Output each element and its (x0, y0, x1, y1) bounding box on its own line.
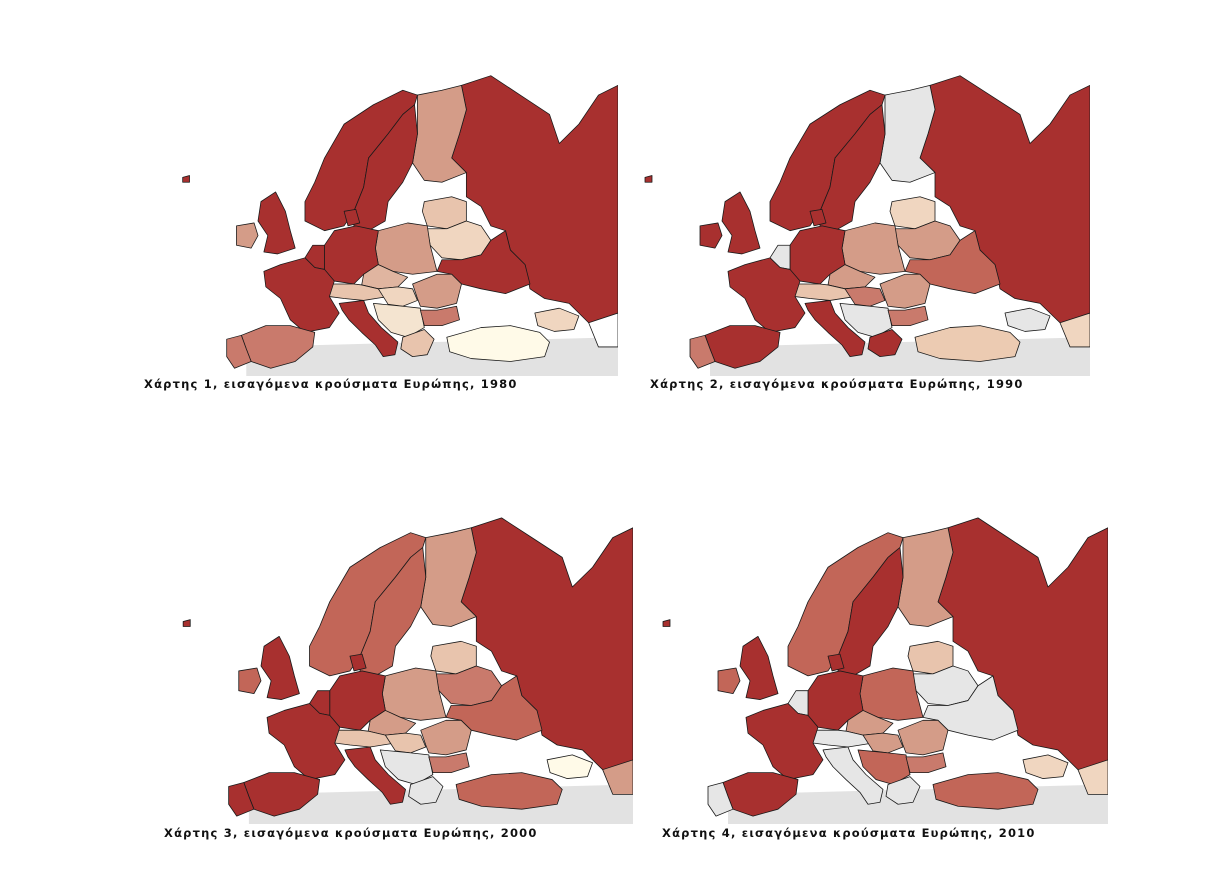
country-kazakh-edge (602, 759, 633, 795)
map-caption-3: Χάρτης 3, εισαγόμενα κρούσματα Ευρώπης, … (164, 826, 538, 840)
country-denmark (827, 653, 845, 672)
country-italy (338, 300, 399, 358)
country-romania (879, 273, 931, 309)
country-russia (937, 517, 1108, 776)
country-caucasus (1022, 754, 1069, 779)
country-caucasus (546, 754, 593, 779)
country-portugal (689, 334, 716, 369)
country-iceland-dot (662, 619, 671, 627)
europe-map-2 (644, 75, 1090, 376)
country-denmark (343, 208, 361, 227)
country-poland (841, 222, 906, 275)
country-france (745, 703, 824, 780)
country-sweden (353, 104, 418, 232)
country-finland (879, 84, 936, 183)
map-panel-2: Χάρτης 2, εισαγόμενα κρούσματα Ευρώπης, … (630, 66, 1090, 394)
country-france (263, 257, 340, 333)
country-hungary (844, 286, 886, 307)
country-portugal (707, 782, 734, 817)
europe-map-3 (182, 517, 633, 824)
country-uk (739, 635, 779, 700)
country-poland (375, 222, 438, 275)
country-greece (867, 329, 903, 358)
country-turkey (914, 325, 1021, 362)
country-iceland-dot (644, 175, 653, 183)
country-russia (451, 75, 618, 328)
country-france (727, 257, 806, 333)
country-hungary (377, 286, 418, 307)
country-bulgaria (905, 752, 947, 774)
country-turkey (932, 772, 1039, 810)
country-iceland-dot (182, 175, 190, 183)
country-uk (721, 191, 761, 255)
country-russia (919, 75, 1090, 328)
country-sweden (837, 547, 904, 677)
country-ireland (699, 222, 723, 249)
map-caption-2: Χάρτης 2, εισαγόμενα κρούσματα Ευρώπης, … (650, 377, 1024, 391)
country-italy (344, 746, 406, 805)
country-romania (897, 719, 949, 756)
country-russia (460, 517, 633, 776)
country-turkey (446, 325, 550, 362)
country-hungary (862, 732, 904, 754)
country-kazakh-edge (588, 312, 618, 348)
map-panel-4: Χάρτης 4, εισαγόμενα κρούσματα Ευρώπης, … (648, 508, 1108, 844)
country-italy (804, 300, 866, 358)
country-ireland (717, 667, 741, 695)
country-greece (408, 776, 444, 805)
country-greece (885, 776, 921, 805)
country-poland (859, 667, 924, 721)
country-romania (412, 273, 462, 309)
europe-map-4 (662, 517, 1108, 824)
country-uk (260, 635, 300, 700)
country-ireland (238, 667, 262, 695)
country-bulgaria (420, 305, 460, 327)
country-denmark (809, 208, 827, 227)
country-bulgaria (428, 752, 470, 774)
country-greece (400, 329, 435, 358)
country-iceland-dot (182, 619, 191, 627)
country-denmark (349, 653, 367, 672)
country-bulgaria (887, 305, 929, 327)
country-sweden (819, 104, 886, 232)
country-caucasus (534, 307, 580, 332)
map-caption-4: Χάρτης 4, εισαγόμενα κρούσματα Ευρώπης, … (662, 826, 1036, 840)
country-kazakh-edge (1059, 312, 1090, 348)
country-finland (420, 527, 477, 627)
country-poland (381, 667, 447, 721)
europe-map-1 (182, 75, 618, 376)
country-ireland (236, 222, 259, 249)
country-portugal (228, 782, 255, 817)
country-uk (257, 191, 296, 255)
country-france (266, 703, 346, 780)
country-portugal (226, 334, 252, 369)
country-finland (412, 84, 467, 183)
map-caption-1: Χάρτης 1, εισαγόμενα κρούσματα Ευρώπης, … (144, 377, 518, 391)
map-panel-3: Χάρτης 3, εισαγόμενα κρούσματα Ευρώπης, … (164, 508, 633, 844)
country-hungary (384, 732, 427, 754)
country-romania (420, 719, 472, 756)
country-sweden (359, 547, 427, 677)
country-italy (822, 746, 884, 805)
map-panel-1: Χάρτης 1, εισαγόμενα κρούσματα Ευρώπης, … (144, 66, 618, 394)
country-turkey (455, 772, 563, 810)
country-caucasus (1004, 307, 1051, 332)
country-finland (897, 527, 954, 627)
country-kazakh-edge (1077, 759, 1108, 795)
